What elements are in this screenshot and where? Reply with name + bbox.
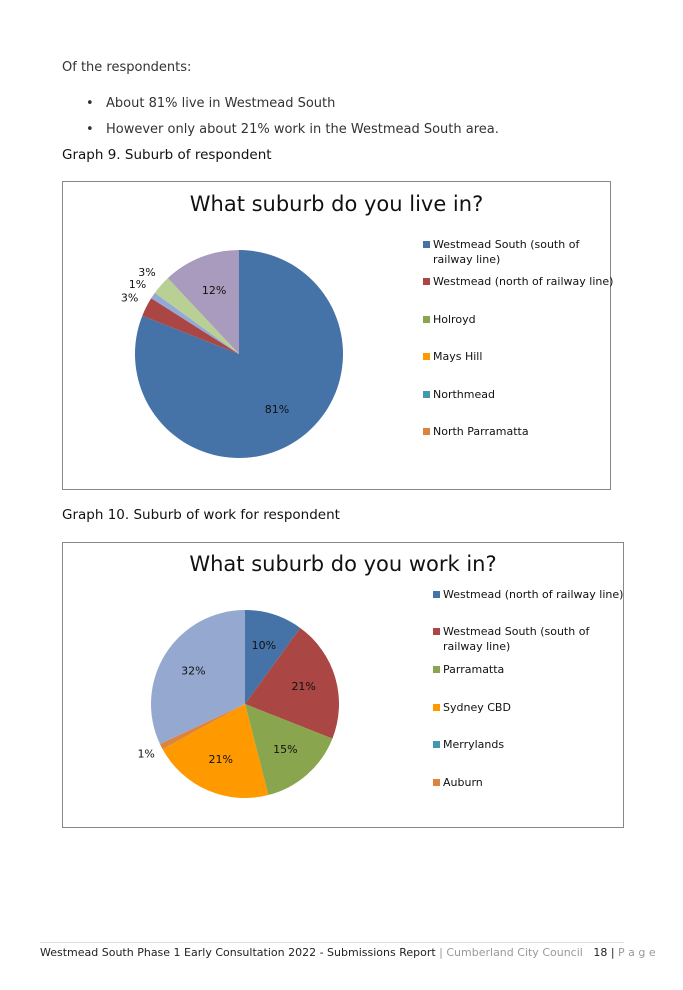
- legend-label: Holroyd: [433, 313, 476, 326]
- bullet-text: However only about 21% work in the Westm…: [106, 122, 499, 137]
- data-label: 1%: [137, 747, 154, 760]
- legend-item: Holroyd: [423, 312, 618, 327]
- chart-title: What suburb do you work in?: [189, 552, 497, 576]
- legend-swatch: [433, 704, 440, 711]
- data-label: 32%: [181, 664, 205, 677]
- legend-label: Westmead South (south of railway line): [433, 238, 580, 266]
- bullet: About 81% live in Westmead South: [86, 96, 335, 111]
- legend-label: Sydney CBD: [443, 701, 511, 714]
- graph-heading: Graph 9. Suburb of respondent: [62, 147, 272, 163]
- chart-title: What suburb do you live in?: [189, 192, 484, 216]
- legend-swatch: [433, 628, 440, 635]
- data-label: 15%: [273, 743, 297, 756]
- data-label: 21%: [209, 753, 233, 766]
- legend-swatch: [423, 428, 430, 435]
- legend-swatch: [423, 353, 430, 360]
- legend-swatch: [423, 316, 430, 323]
- graph-heading: Graph 10. Suburb of work for respondent: [62, 507, 340, 523]
- legend-item: Northmead: [423, 387, 618, 402]
- legend-item: Merrylands: [433, 737, 628, 752]
- bullet-text: About 81% live in Westmead South: [106, 96, 336, 111]
- legend-item: Westmead South (south of railway line): [423, 237, 618, 267]
- legend-item: Sydney CBD: [433, 700, 628, 715]
- pie-slice: [151, 292, 239, 354]
- legend-label: Mays Hill: [433, 350, 483, 363]
- legend-swatch: [433, 741, 440, 748]
- legend-swatch: [433, 591, 440, 598]
- pie-slice: [245, 704, 333, 796]
- legend-item: Westmead South (south of railway line): [433, 624, 628, 654]
- pie-slice: [245, 610, 301, 704]
- data-label: 10%: [252, 639, 276, 652]
- pie-slice: [162, 704, 269, 798]
- data-label: 3%: [121, 291, 138, 304]
- footer-org: | Cumberland City Council: [439, 946, 583, 959]
- pie-slice: [135, 250, 343, 459]
- data-label: 3%: [138, 266, 155, 279]
- pie-slice: [245, 627, 339, 739]
- page-word: P a g e: [618, 946, 656, 959]
- data-label: 81%: [265, 403, 289, 416]
- legend-label: Northmead: [433, 388, 495, 401]
- pie: 81% 3%1%3% 12%: [121, 250, 343, 459]
- legend-swatch: [433, 779, 440, 786]
- legend-item: Auburn: [433, 775, 628, 790]
- pie: 10% 21% 15% 21% 1% 32%: [137, 610, 339, 798]
- legend-item: Mays Hill: [423, 349, 618, 364]
- legend-item: North Parramatta: [423, 424, 618, 439]
- legend-item: Westmead (north of railway line): [423, 274, 618, 289]
- legend-label: Auburn: [443, 776, 483, 789]
- legend-label: Westmead South (south of railway line): [443, 625, 590, 653]
- footer-text: Westmead South Phase 1 Early Consultatio…: [40, 946, 436, 959]
- legend-swatch: [423, 391, 430, 398]
- chart: What suburb do you work in? 10% 21% 15% 21% 1…: [62, 542, 624, 828]
- legend-swatch: [433, 666, 440, 673]
- pie-slice: [150, 610, 245, 745]
- bullet: However only about 21% work in the Westm…: [86, 122, 499, 137]
- pie-slice: [167, 250, 239, 354]
- legend-label: Westmead (north of railway line): [443, 588, 624, 601]
- legend-swatch: [423, 241, 430, 248]
- legend-label: Westmead (north of railway line): [433, 275, 614, 288]
- pie-slice: [159, 704, 245, 750]
- data-label: 1%: [129, 278, 146, 291]
- legend-item: Parramatta: [433, 662, 628, 677]
- legend-item: Westmead (north of railway line): [433, 587, 628, 602]
- pie-slice: [142, 298, 239, 354]
- legend-swatch: [423, 278, 430, 285]
- intro: Of the respondents:: [62, 60, 192, 75]
- data-label: 21%: [291, 680, 315, 693]
- chart: What suburb do you live in? 81% 3% 1% 3% 12% W…: [62, 181, 613, 490]
- legend-label: Parramatta: [443, 663, 505, 676]
- legend-label: Merrylands: [443, 738, 505, 751]
- page-number: 18 |: [593, 946, 615, 959]
- pie-slice: [154, 278, 239, 354]
- data-label: 12%: [202, 284, 226, 297]
- legend-label: North Parramatta: [433, 425, 529, 438]
- footer: Westmead South Phase 1 Early Consultatio…: [40, 942, 656, 959]
